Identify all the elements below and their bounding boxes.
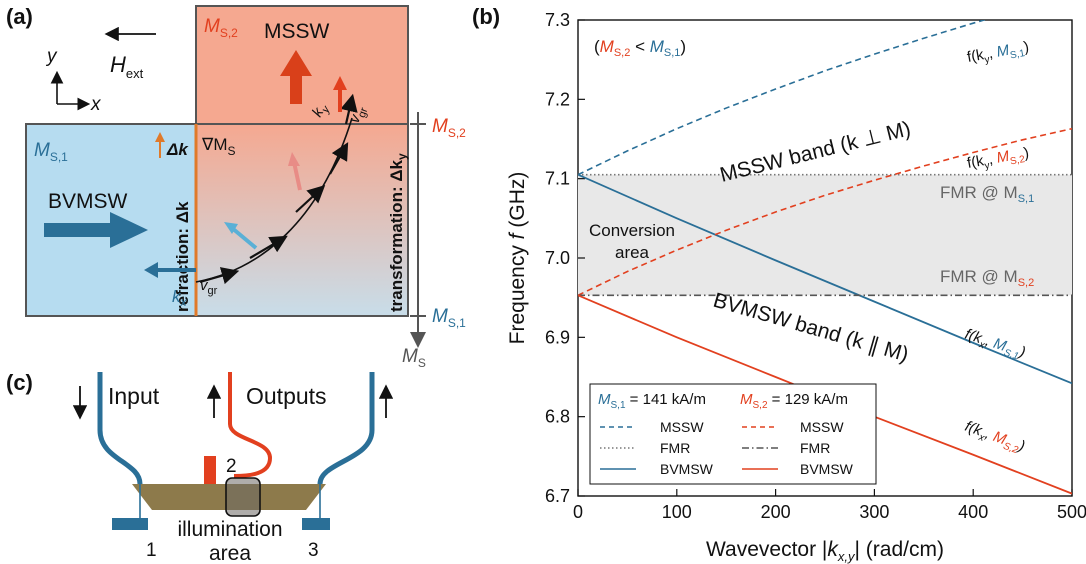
- panel-a-label: (a): [6, 4, 33, 29]
- port-1-label: 1: [146, 540, 157, 561]
- x-tick-label: 0: [573, 502, 583, 522]
- legend-ms1-head: MS,1 = 141 kA/m: [598, 391, 706, 411]
- antenna-2: [204, 456, 216, 484]
- outputs-label: Outputs: [246, 383, 327, 409]
- y-tick-label: 7.0: [545, 248, 570, 268]
- legend-fmr-2: FMR: [800, 440, 830, 456]
- y-tick-label: 6.7: [545, 486, 570, 506]
- scale-bottom-label: MS,1: [432, 306, 466, 330]
- ms2-top-label: MS,2: [204, 16, 238, 40]
- dk-label: Δk: [166, 140, 189, 159]
- h-ext-arrow: Hext: [104, 26, 156, 81]
- legend-fmr-1: FMR: [660, 440, 690, 456]
- conversion-area: [578, 174, 1072, 296]
- antenna-3: [302, 518, 330, 530]
- series-mssw-ms2: [578, 127, 1072, 297]
- x-tick-label: 500: [1057, 502, 1086, 522]
- scale-top-label: MS,2: [432, 116, 466, 140]
- kx-label: kx: [172, 287, 188, 309]
- legend-mssw-1: MSSW: [660, 419, 704, 435]
- conversion-label-2: area: [615, 243, 650, 262]
- panel-b: (b) 0 100 200 300 400 500 6.7 6.8 6.9 7.0 7.1 7.2 7.…: [472, 4, 1086, 564]
- port-2-label: 2: [226, 456, 237, 477]
- h-ext-label: Hext: [110, 52, 144, 81]
- ms-scale: MS,2 MS,1 MS: [402, 112, 466, 370]
- y-axis-label: Frequency f (GHz): [506, 172, 529, 345]
- scale-axis-label: MS: [402, 346, 426, 370]
- axis-y-label: y: [45, 46, 58, 67]
- refraction-label: refraction: Δk: [173, 201, 192, 312]
- vgr-arrow-2: [249, 235, 288, 259]
- fmr1-label: FMR @ MS,1: [940, 183, 1034, 205]
- y-tick-label: 6.9: [545, 327, 570, 347]
- output-2-line: [228, 372, 273, 478]
- y-tick-label: 7.3: [545, 10, 570, 30]
- panel-b-label: (b): [472, 4, 500, 29]
- legend-ms2-head: MS,2 = 129 kA/m: [740, 391, 848, 411]
- panel-c: (c) Input Outputs 1 2 3 illumination are…: [6, 370, 394, 564]
- y-tick-label: 7.2: [545, 89, 570, 109]
- x-tick-label: 100: [662, 502, 692, 522]
- series-mssw-ms1: [578, 20, 988, 176]
- legend: MS,1 = 141 kA/m MS,2 = 129 kA/m MSSW FMR…: [589, 383, 877, 485]
- axes-icon: y x: [45, 46, 102, 115]
- vgr-arrow-4: [329, 142, 349, 175]
- axis-x-label: x: [90, 94, 102, 115]
- k-arrow-blue: [230, 226, 258, 250]
- bvmsw-arrow-icon: [44, 212, 148, 248]
- vgr-bottom-label: vgr: [200, 277, 218, 297]
- grad-ms-label: ∇MS: [201, 135, 236, 158]
- k-arrow-pink: [292, 161, 302, 191]
- ticks: 0 100 200 300 400 500 6.7 6.8 6.9 7.0 7.1 7.2 7.3: [545, 10, 1086, 522]
- bvmsw-label: BVMSW: [48, 190, 128, 213]
- illum-label-2: area: [209, 542, 251, 564]
- port-3-label: 3: [308, 540, 319, 561]
- transformation-label: transformation: Δky: [387, 153, 409, 312]
- x-tick-label: 300: [859, 502, 889, 522]
- y-tick-label: 7.1: [545, 169, 570, 189]
- legend-bvmsw-1: BVMSW: [660, 461, 714, 477]
- antenna-1: [112, 518, 148, 530]
- legend-mssw-2: MSSW: [800, 419, 844, 435]
- input-label: Input: [108, 383, 160, 409]
- vgr-arrow-3: [295, 185, 326, 213]
- vgr-top-label: vgr: [346, 103, 371, 126]
- curve-label-bv1: f(kx, MS,1): [962, 326, 1028, 364]
- condition-label: (MS,2 < MS,1): [594, 37, 686, 59]
- legend-box: [589, 383, 877, 485]
- illumination-box: [225, 477, 261, 517]
- series-bvmsw-ms1: [578, 173, 1072, 385]
- illum-label-1: illumination: [177, 518, 282, 541]
- x-tick-label: 400: [958, 502, 988, 522]
- mssw-arrow-icon: [280, 50, 312, 104]
- x-tick-label: 200: [761, 502, 791, 522]
- x-axis-label: Wavevector |kx,y| (rad/cm): [706, 538, 944, 564]
- vgr-arrow-1: [199, 267, 240, 285]
- fmr2-label: FMR @ MS,2: [940, 267, 1034, 289]
- mssw-label: MSSW: [264, 20, 330, 43]
- output-3-line: [317, 372, 375, 485]
- y-tick-label: 6.8: [545, 407, 570, 427]
- curve-label-mssw2: f(ky, MS,2): [966, 144, 1031, 175]
- vgr-arrow-5: [340, 93, 358, 125]
- legend-bvmsw-2: BVMSW: [800, 461, 854, 477]
- conversion-label-1: Conversion: [589, 221, 675, 240]
- panel-a: (a) y x Hext MS,2 MSSW MS,1 BVMSW ∇MS Δk: [6, 4, 466, 370]
- ms1-left-label: MS,1: [34, 140, 68, 164]
- input-line: [97, 372, 143, 485]
- panel-c-label: (c): [6, 370, 33, 395]
- curve-label-mssw1: f(ky, MS,1): [966, 38, 1031, 69]
